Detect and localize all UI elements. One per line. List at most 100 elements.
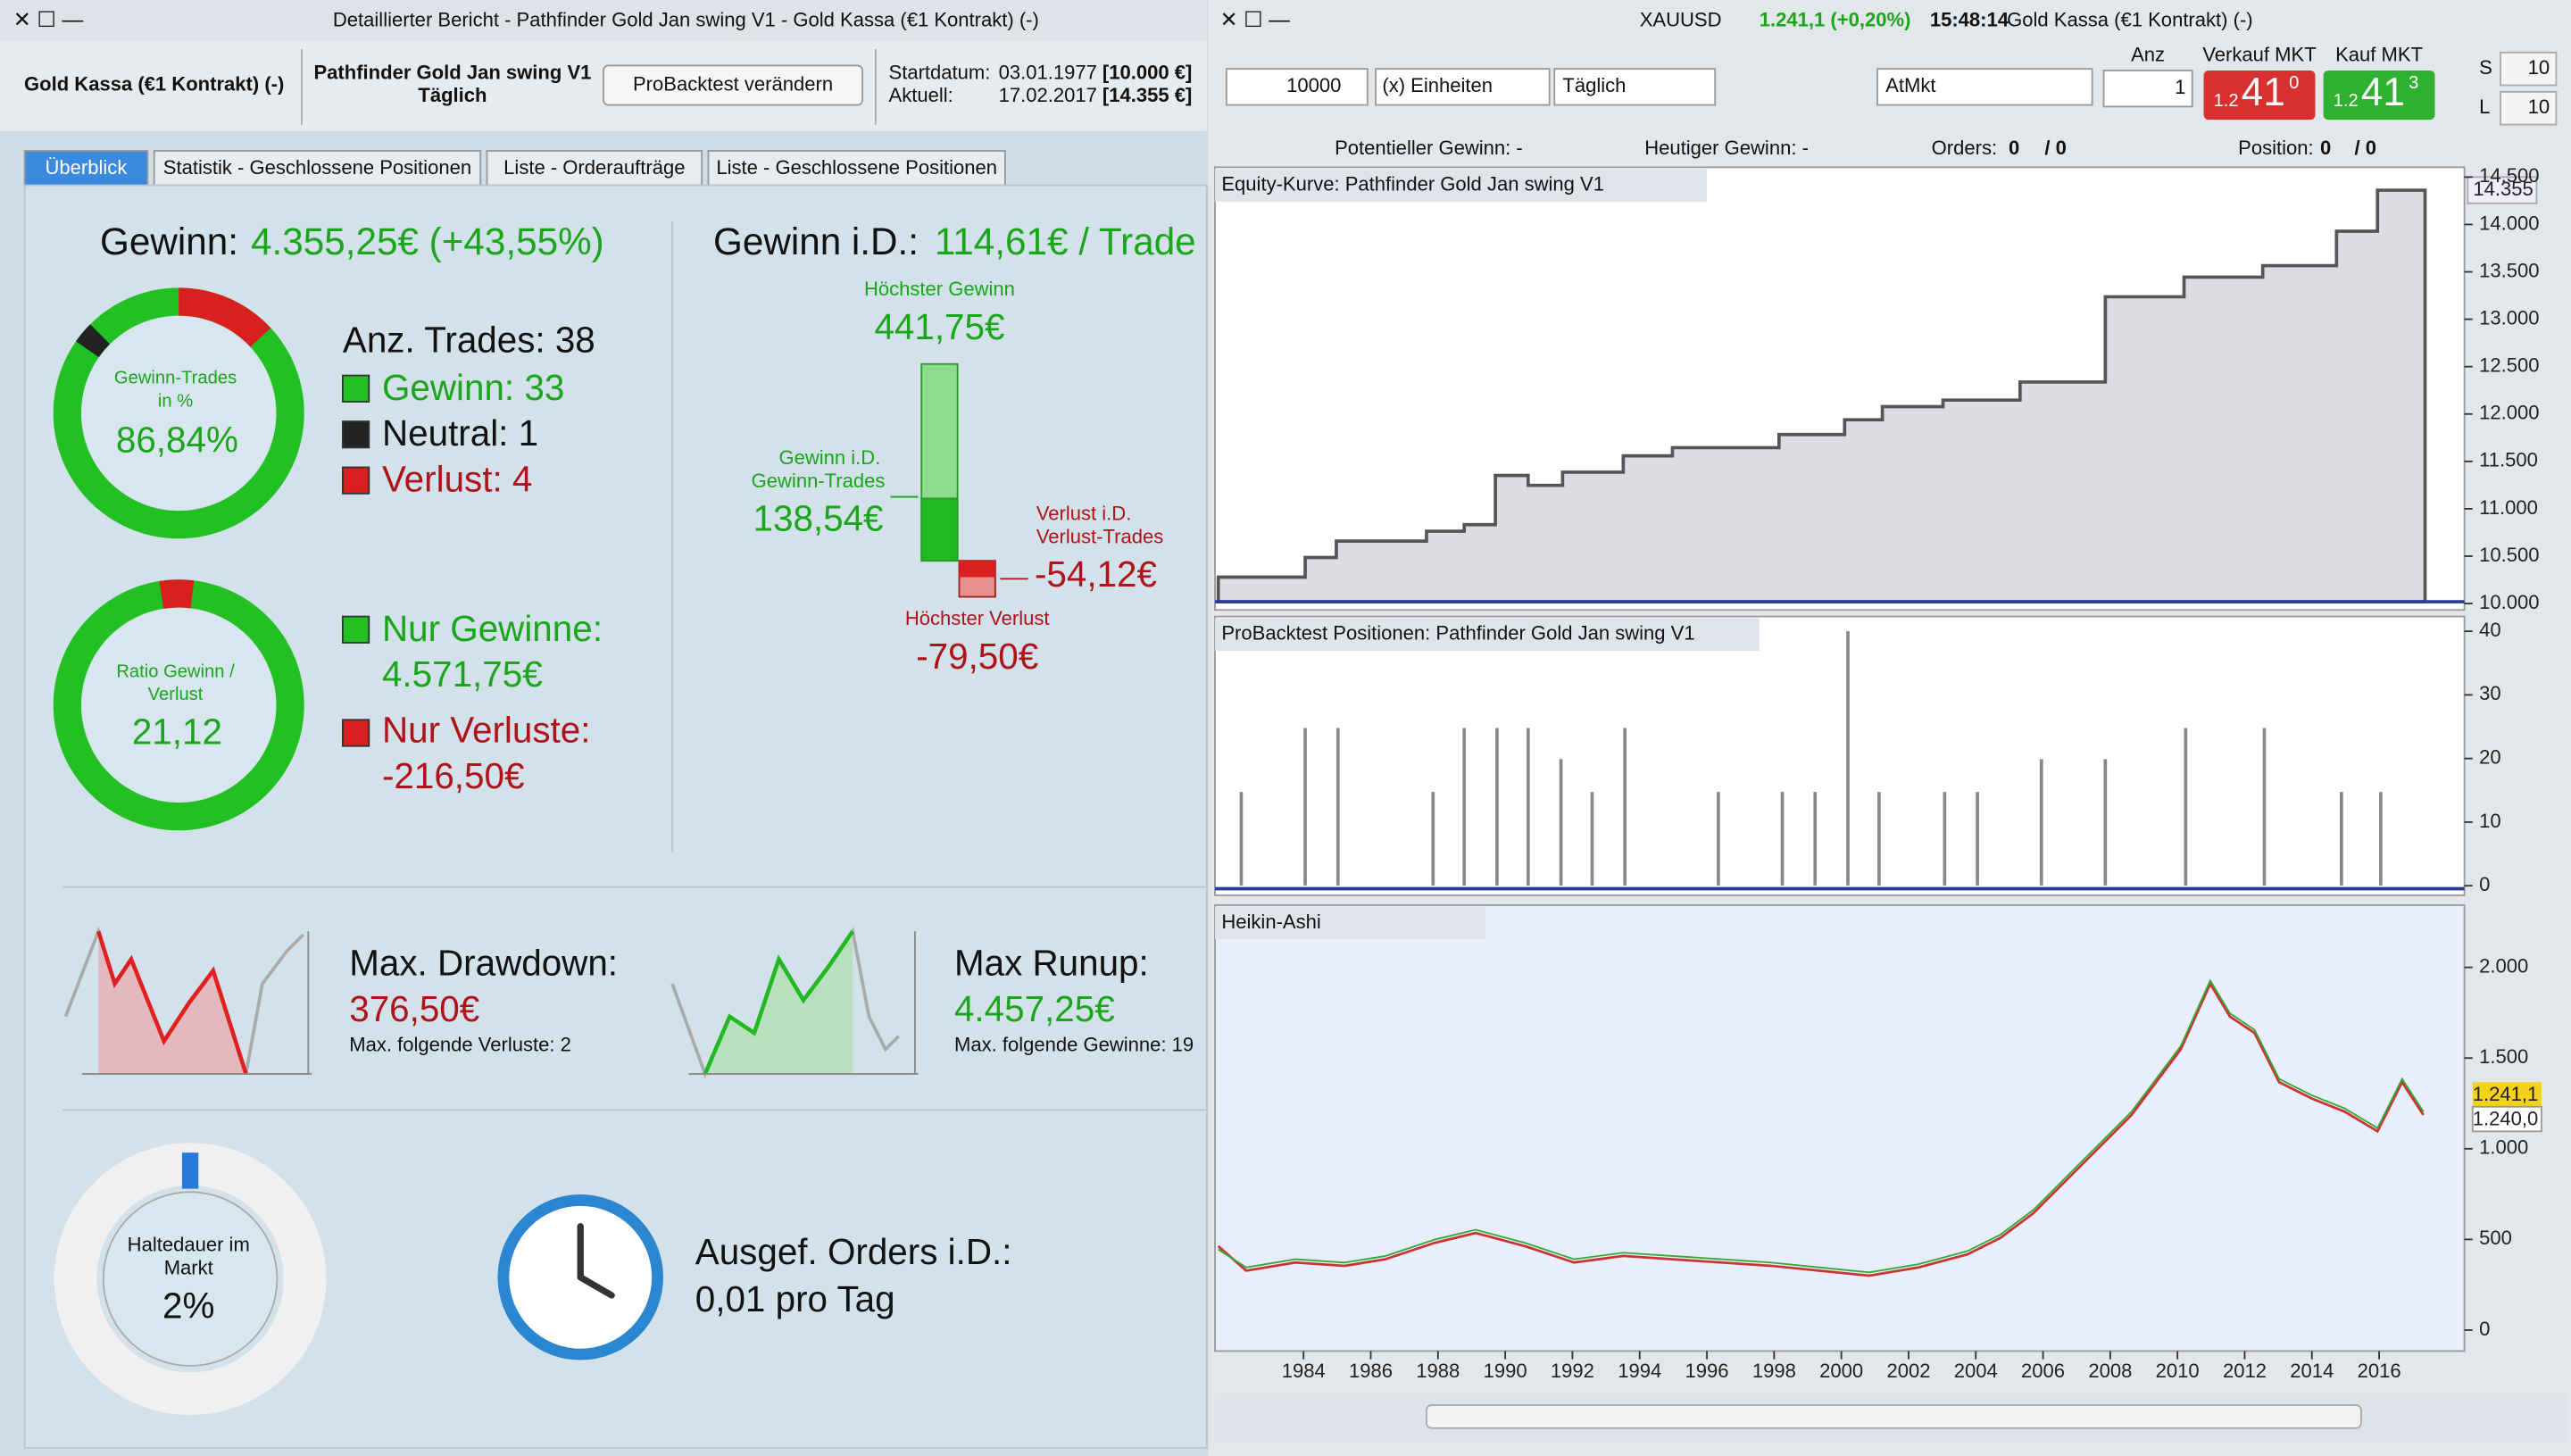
price: 1.241,1 (+0,20%) bbox=[1760, 9, 1911, 31]
tick-label: 1.000 bbox=[2479, 1136, 2528, 1159]
equity-curve bbox=[1216, 188, 2427, 603]
year-label: 1992 bbox=[1551, 1360, 1594, 1382]
gewinn-value: 4.355,25€ (+43,55%) bbox=[251, 220, 604, 262]
name: Gold Kassa (€1 Kontrakt) (-) bbox=[2007, 9, 2253, 31]
year-label: 1996 bbox=[1685, 1360, 1729, 1382]
runup-note: Max. folgende Gewinne: 19 bbox=[954, 1034, 1194, 1056]
donut-value: 86,84% bbox=[116, 420, 238, 461]
label: Höchster Gewinn bbox=[864, 278, 1015, 300]
buy-label: Kauf MKT bbox=[2335, 43, 2423, 65]
bar-avg bbox=[920, 497, 959, 562]
drawdown-value: 376,50€ bbox=[349, 988, 479, 1029]
year-label: 2002 bbox=[1886, 1360, 1930, 1382]
sell-button[interactable] bbox=[2203, 70, 2316, 121]
tick-label: 0 bbox=[2479, 1318, 2490, 1340]
runup-label: Max Runup: bbox=[954, 942, 1149, 983]
label: Verlust i.D. bbox=[1036, 503, 1132, 525]
year-label: 1998 bbox=[1752, 1360, 1796, 1382]
orders-a: 0 bbox=[2009, 137, 2019, 159]
drawdown-note: Max. folgende Verluste: 2 bbox=[349, 1034, 571, 1056]
tab-label[interactable]: Überblick bbox=[46, 156, 129, 179]
label: Höchster Verlust bbox=[905, 607, 1050, 629]
tick-label: 12.500 bbox=[2479, 354, 2539, 377]
button[interactable] bbox=[603, 64, 864, 106]
s-value[interactable]: 10 bbox=[2528, 56, 2550, 79]
tick-label: 11.500 bbox=[2479, 449, 2538, 471]
tick-label: 10.500 bbox=[2479, 544, 2539, 566]
halte-label: Haltedauer im bbox=[128, 1234, 250, 1256]
year-label: 2004 bbox=[1954, 1360, 1998, 1382]
current-label: Aktuell: bbox=[889, 84, 953, 106]
anz[interactable]: 1 bbox=[2175, 76, 2185, 98]
sell-big[interactable]: 41 bbox=[2242, 71, 2285, 114]
panel-title: Equity-Kurve: Pathfinder Gold Jan swing … bbox=[1221, 172, 1604, 195]
sell-sup[interactable]: 0 bbox=[2289, 73, 2299, 93]
units[interactable]: (x) Einheiten bbox=[1382, 74, 1493, 96]
value: 138,54€ bbox=[753, 498, 884, 539]
l-value[interactable]: 10 bbox=[2528, 96, 2550, 118]
order-type[interactable]: AtMkt bbox=[1885, 74, 1935, 96]
donut-label: Verlust bbox=[148, 685, 204, 704]
year-label: 2012 bbox=[2223, 1360, 2267, 1382]
system: Pathfinder Gold Jan swing V1 bbox=[313, 61, 591, 83]
period: Täglich bbox=[418, 84, 487, 106]
price-line bbox=[1218, 978, 2425, 1274]
buy-small[interactable]: 1.2 bbox=[2334, 91, 2359, 111]
price-line bbox=[1217, 981, 2425, 1277]
position-a: 0 bbox=[2320, 137, 2331, 159]
tab-label[interactable]: Liste - Geschlossene Positionen bbox=[716, 156, 997, 179]
tick-label: 0 bbox=[2479, 873, 2490, 895]
button-label[interactable]: ProBacktest verändern bbox=[633, 72, 833, 95]
tab[interactable] bbox=[486, 150, 703, 187]
tick-label: 30 bbox=[2479, 682, 2501, 704]
nur-verluste-label: Nur Verluste: bbox=[382, 710, 590, 751]
buy-big[interactable]: 41 bbox=[2361, 71, 2405, 114]
pot-gewinn: Potentieller Gewinn: - bbox=[1335, 137, 1523, 159]
qty[interactable]: 10000 bbox=[1286, 74, 1341, 96]
window-title: Detaillierter Bericht - Pathfinder Gold … bbox=[333, 9, 1039, 31]
start-label: Startdatum: bbox=[889, 61, 991, 83]
halte-label: Markt bbox=[164, 1256, 213, 1278]
period[interactable]: Täglich bbox=[1562, 74, 1626, 96]
nur-verluste: -216,50€ bbox=[382, 755, 524, 796]
position-b: / 0 bbox=[2355, 137, 2377, 159]
tab[interactable] bbox=[153, 150, 482, 187]
tick-label: 14.000 bbox=[2479, 212, 2539, 234]
scrollbar[interactable] bbox=[1426, 1404, 2362, 1429]
trades-loss: Verlust: 4 bbox=[382, 459, 532, 500]
close[interactable]: ✕ ☐ — bbox=[13, 8, 84, 32]
orders-b: / 0 bbox=[2044, 137, 2067, 159]
tick-label: 13.500 bbox=[2479, 259, 2539, 281]
titlebar bbox=[0, 0, 1207, 41]
sell-label: Verkauf MKT bbox=[2202, 43, 2316, 65]
trades-neutral: Neutral: 1 bbox=[382, 412, 538, 453]
buy-button[interactable] bbox=[2323, 70, 2435, 121]
anz-label: Anz bbox=[2131, 43, 2165, 65]
close[interactable]: ✕ ☐ — bbox=[1220, 8, 1291, 32]
drawdown-label: Max. Drawdown: bbox=[349, 942, 618, 983]
year-label: 1988 bbox=[1416, 1360, 1460, 1382]
year-label: 2014 bbox=[2290, 1360, 2334, 1382]
tab[interactable] bbox=[707, 150, 1006, 187]
value: -79,50€ bbox=[916, 636, 1038, 677]
orders-label: Orders: bbox=[1932, 137, 1997, 159]
tick-label: 12.000 bbox=[2479, 402, 2539, 424]
sell-small[interactable]: 1.2 bbox=[2214, 91, 2239, 111]
tick-label: 20 bbox=[2479, 745, 2501, 768]
donut-neutral bbox=[53, 287, 304, 539]
instrument: Gold Kassa (€1 Kontrakt) (-) bbox=[24, 72, 284, 95]
symbol: XAUUSD bbox=[1640, 9, 1722, 31]
position-bars bbox=[1239, 631, 2383, 886]
year-label: 2016 bbox=[2358, 1360, 2401, 1382]
buy-sup[interactable]: 3 bbox=[2409, 73, 2418, 93]
gewinn-id-value: 114,61€ / Trade bbox=[935, 220, 1196, 262]
tab-label[interactable]: Statistik - Geschlossene Positionen bbox=[163, 156, 471, 179]
tick-label: 10.000 bbox=[2479, 591, 2539, 613]
year-label: 1990 bbox=[1484, 1360, 1527, 1382]
tab-label[interactable]: Liste - Orderaufträge bbox=[503, 156, 685, 179]
gewinn-id-label: Gewinn i.D.: bbox=[713, 220, 919, 262]
donut-value: 21,12 bbox=[132, 711, 222, 753]
tick-label: 500 bbox=[2479, 1227, 2512, 1249]
panel-title: Heikin-Ashi bbox=[1221, 911, 1320, 933]
positions-panel bbox=[1214, 615, 2466, 896]
